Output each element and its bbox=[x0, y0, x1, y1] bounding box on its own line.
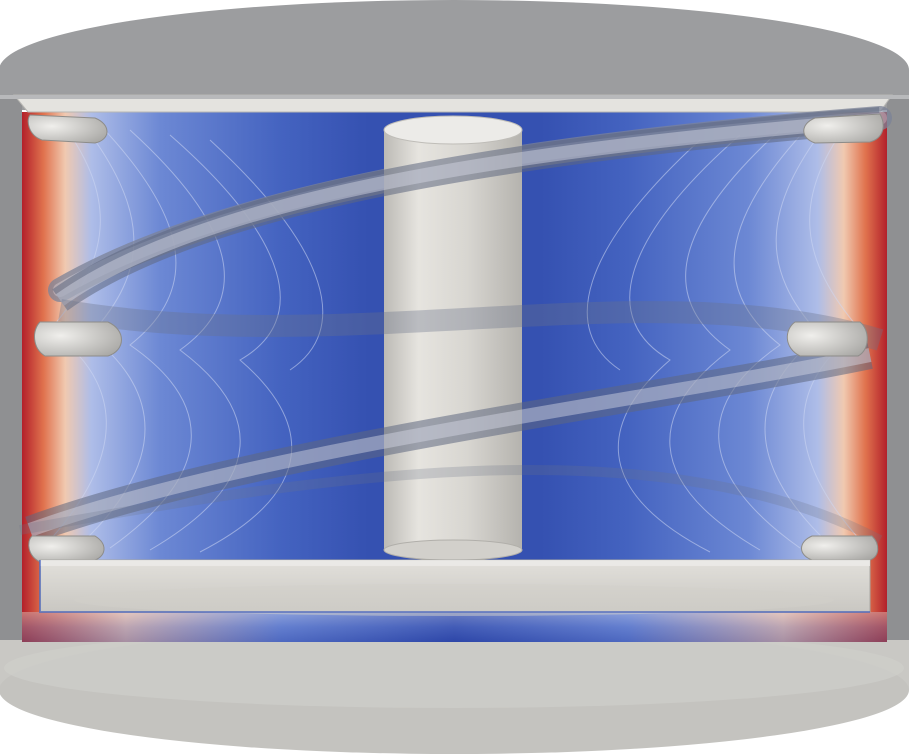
vessel-rim bbox=[0, 95, 909, 99]
vessel-left-wall bbox=[0, 95, 22, 640]
coil-cross-sections bbox=[27, 113, 884, 563]
coil-section-mid-left bbox=[34, 321, 122, 357]
coil-section-mid-right bbox=[786, 321, 868, 357]
base-plate bbox=[39, 559, 871, 616]
vessel-right-wall bbox=[887, 95, 909, 640]
central-shaft bbox=[383, 115, 523, 561]
coil-section-top-left bbox=[27, 114, 108, 144]
helical-coil-front bbox=[19, 107, 884, 545]
coil-section-top-right bbox=[803, 113, 884, 144]
coil-section-bottom-left bbox=[28, 535, 105, 563]
coil-section-bottom-right bbox=[801, 535, 879, 561]
vessel-bottom-base bbox=[0, 626, 909, 754]
